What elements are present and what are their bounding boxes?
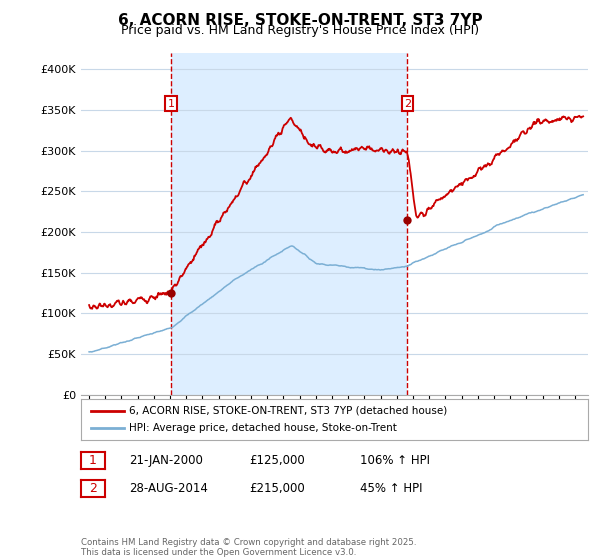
Text: Price paid vs. HM Land Registry's House Price Index (HPI): Price paid vs. HM Land Registry's House … bbox=[121, 24, 479, 38]
Bar bbox=[171, 53, 407, 395]
Text: HPI: Average price, detached house, Stoke-on-Trent: HPI: Average price, detached house, Stok… bbox=[129, 423, 397, 433]
Text: 106% ↑ HPI: 106% ↑ HPI bbox=[360, 454, 430, 467]
Text: 45% ↑ HPI: 45% ↑ HPI bbox=[360, 482, 422, 495]
Text: 21-JAN-2000: 21-JAN-2000 bbox=[129, 454, 203, 467]
Text: 28-AUG-2014: 28-AUG-2014 bbox=[129, 482, 208, 495]
Text: Contains HM Land Registry data © Crown copyright and database right 2025.
This d: Contains HM Land Registry data © Crown c… bbox=[81, 538, 416, 557]
Text: 6, ACORN RISE, STOKE-ON-TRENT, ST3 7YP (detached house): 6, ACORN RISE, STOKE-ON-TRENT, ST3 7YP (… bbox=[129, 405, 448, 416]
Text: 1: 1 bbox=[89, 454, 97, 468]
Text: 2: 2 bbox=[89, 482, 97, 496]
Text: 6, ACORN RISE, STOKE-ON-TRENT, ST3 7YP: 6, ACORN RISE, STOKE-ON-TRENT, ST3 7YP bbox=[118, 13, 482, 28]
Text: £125,000: £125,000 bbox=[249, 454, 305, 467]
Text: 1: 1 bbox=[167, 99, 175, 109]
Text: 2: 2 bbox=[404, 99, 411, 109]
Text: £215,000: £215,000 bbox=[249, 482, 305, 495]
